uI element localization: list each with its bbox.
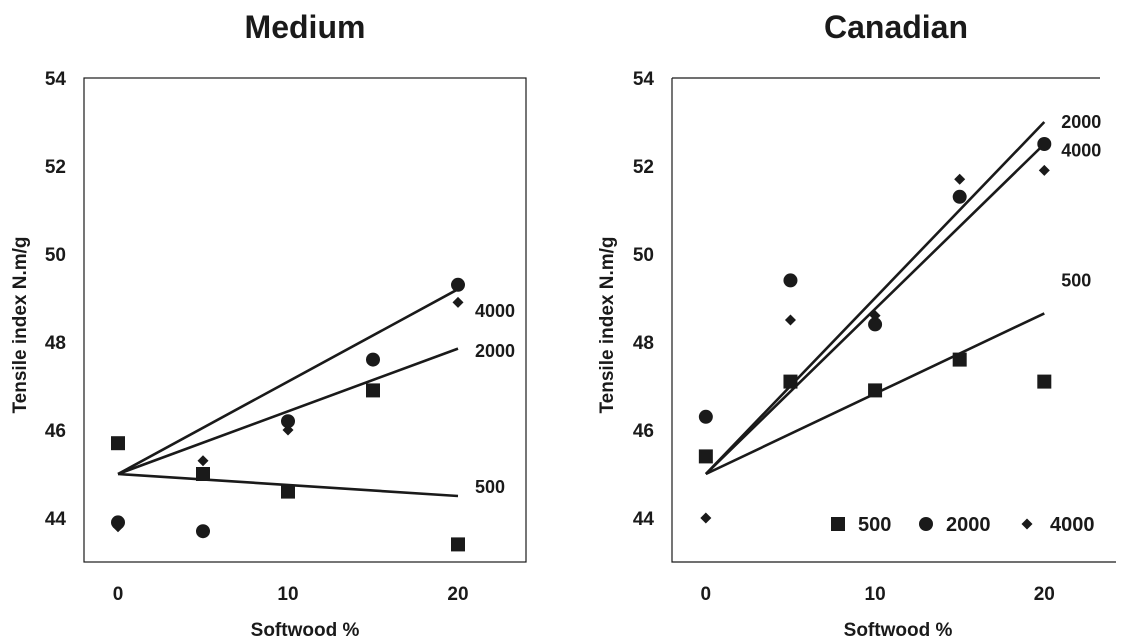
data-point-2000 xyxy=(952,189,967,204)
data-point-2000 xyxy=(1037,137,1052,151)
y-tick-label: 46 xyxy=(633,421,654,442)
y-tick-label: 48 xyxy=(633,333,654,354)
legend-label-2000: 2000 xyxy=(946,514,991,536)
data-point-2000 xyxy=(366,352,380,367)
chart-title: Canadian xyxy=(824,9,968,45)
y-tick-label: 52 xyxy=(633,157,654,178)
trendline-label-2000: 2000 xyxy=(1061,112,1101,132)
data-point-4000 xyxy=(700,512,712,524)
data-point-4000 xyxy=(1038,164,1050,176)
data-point-2000 xyxy=(698,409,713,424)
legend-label-500: 500 xyxy=(858,514,891,536)
data-point-2000 xyxy=(451,277,465,292)
panel-medium: Medium 44 46 48 50 52 54 0 10 20 Softwood % Tensile… xyxy=(10,9,527,641)
trendline-label-500: 500 xyxy=(475,477,505,497)
data-point-500 xyxy=(1037,374,1052,389)
x-tick-label: 0 xyxy=(701,584,712,605)
data-point-500 xyxy=(698,449,713,464)
legend-marker-4000 xyxy=(1021,518,1033,530)
data-point-4000 xyxy=(282,424,294,436)
y-tick-label: 50 xyxy=(633,245,654,266)
trendline-label-4000: 4000 xyxy=(475,301,515,321)
data-point-4000 xyxy=(954,173,966,185)
data-point-500 xyxy=(281,484,295,499)
x-tick-label: 0 xyxy=(113,584,124,605)
plot-frame xyxy=(83,77,527,563)
trendline-4000 xyxy=(117,288,459,476)
y-tick-label: 52 xyxy=(45,157,66,178)
legend-marker-2000 xyxy=(919,517,933,531)
data-point-500 xyxy=(111,436,125,451)
trendline-label-2000: 2000 xyxy=(475,341,515,361)
data-point-500 xyxy=(451,537,465,552)
data-point-2000 xyxy=(196,524,210,539)
y-tick-label: 44 xyxy=(633,509,655,530)
data-point-2000 xyxy=(868,317,883,332)
trendline-2000 xyxy=(704,121,1046,475)
x-axis-label: Softwood % xyxy=(844,620,953,641)
data-point-500 xyxy=(952,352,967,367)
y-axis-label: Tensile index N.m/g xyxy=(10,236,31,413)
trendline-label-500: 500 xyxy=(1061,270,1091,290)
x-tick-label: 20 xyxy=(1034,584,1055,605)
y-tick-label: 54 xyxy=(45,69,67,90)
y-tick-label: 44 xyxy=(45,509,67,530)
plot-axes xyxy=(671,78,1116,563)
trendline-2000 xyxy=(117,347,459,476)
y-tick-label: 48 xyxy=(45,333,66,354)
data-point-500 xyxy=(196,467,210,481)
data-point-500 xyxy=(783,374,798,389)
panel-canadian: Canadian 44 46 48 50 52 54 0 10 20 Softwood % Tensi… xyxy=(597,9,1116,641)
x-tick-label: 10 xyxy=(277,584,298,605)
data-point-500 xyxy=(366,383,380,398)
data-point-4000 xyxy=(112,521,124,533)
trendline-label-4000: 4000 xyxy=(1061,141,1101,161)
legend-label-4000: 4000 xyxy=(1050,514,1095,536)
x-tick-label: 10 xyxy=(865,584,886,605)
data-point-4000 xyxy=(869,310,881,322)
data-point-2000 xyxy=(783,273,798,288)
y-tick-label: 50 xyxy=(45,245,66,266)
trendline-4000 xyxy=(704,143,1046,475)
data-point-500 xyxy=(868,383,883,398)
data-point-4000 xyxy=(784,314,796,326)
y-tick-label: 46 xyxy=(45,421,66,442)
data-point-2000 xyxy=(281,414,295,429)
x-tick-label: 20 xyxy=(447,584,468,605)
data-point-4000 xyxy=(197,455,209,467)
y-tick-label: 54 xyxy=(633,69,655,90)
data-point-4000 xyxy=(452,296,464,308)
chart-title: Medium xyxy=(245,9,366,45)
x-axis-label: Softwood % xyxy=(251,620,360,641)
legend-marker-500 xyxy=(831,517,845,531)
y-axis-label: Tensile index N.m/g xyxy=(597,236,618,413)
